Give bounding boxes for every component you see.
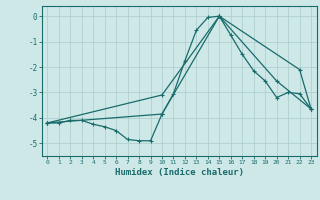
X-axis label: Humidex (Indice chaleur): Humidex (Indice chaleur) bbox=[115, 168, 244, 177]
